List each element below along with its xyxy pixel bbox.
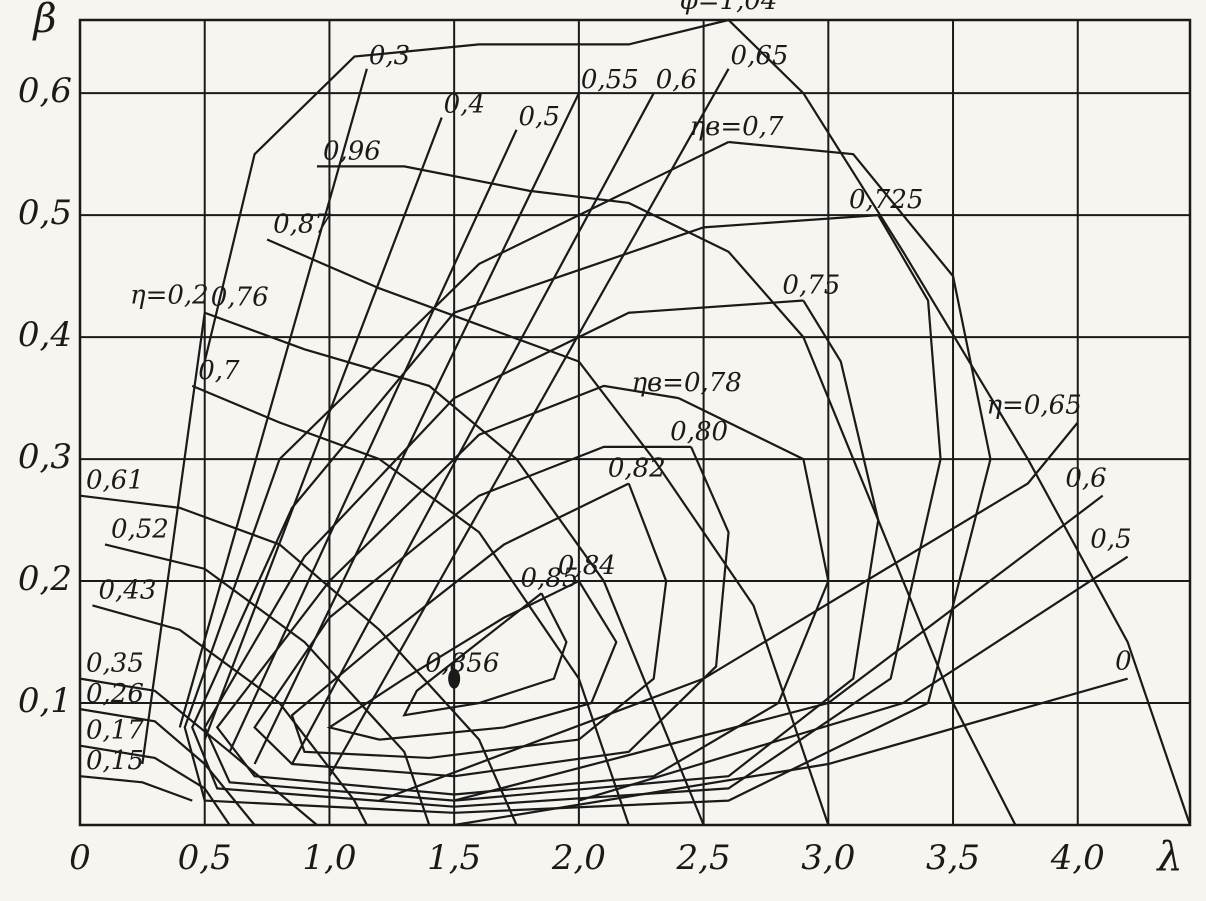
y-axis-label: β bbox=[31, 0, 56, 42]
contour-label: 0,80 bbox=[670, 417, 728, 447]
contour-label: 0,6 bbox=[656, 65, 697, 95]
contour-label: ηв=0,7 bbox=[690, 112, 784, 142]
contour-label: 0,35 bbox=[86, 649, 144, 679]
contour-label: 0,82 bbox=[608, 453, 666, 483]
x-tick-label: 3,5 bbox=[926, 838, 980, 878]
pressure-curve bbox=[80, 776, 192, 800]
contour-label: 0,26 bbox=[86, 679, 144, 709]
contour-label: 0,3 bbox=[369, 41, 410, 71]
flow-line bbox=[180, 69, 367, 728]
efficiency-contour bbox=[292, 483, 666, 757]
contour-label: 0 bbox=[1115, 647, 1132, 677]
contour-label: 0,17 bbox=[86, 716, 144, 746]
x-tick-label: 0,5 bbox=[178, 838, 232, 878]
contour-label: 0,15 bbox=[86, 746, 144, 776]
contour-label: φ=1,04 bbox=[680, 0, 778, 16]
y-tick-label: 0,2 bbox=[18, 559, 72, 599]
efficiency-contour bbox=[255, 447, 729, 776]
contour-label: 0,5 bbox=[1090, 525, 1131, 555]
x-tick-label: 1,0 bbox=[302, 838, 356, 878]
contour-label: 0,4 bbox=[444, 90, 485, 120]
contour-label: 0,65 bbox=[731, 41, 789, 71]
contour-label: 0,725 bbox=[849, 185, 923, 215]
y-tick-label: 0,4 bbox=[18, 315, 72, 355]
contour-label: 0,75 bbox=[782, 271, 840, 301]
contour-label: 0,5 bbox=[519, 102, 560, 132]
y-tick-label: 0,6 bbox=[18, 71, 72, 111]
x-tick-label: 2,0 bbox=[551, 838, 606, 878]
x-tick-label: 4,0 bbox=[1050, 838, 1105, 878]
x-tick-label: 3,0 bbox=[801, 838, 855, 878]
y-tick-label: 0,5 bbox=[18, 193, 72, 233]
contour-label: ηв=0,78 bbox=[631, 368, 741, 398]
contour-label: 0,856 bbox=[425, 649, 499, 679]
y-tick-label: 0,1 bbox=[18, 681, 72, 721]
x-tick-label: 0 bbox=[69, 838, 91, 878]
x-axis-label: λ bbox=[1155, 834, 1182, 880]
chart: λ β 0 0,5 1,0 1,5 2,0 2,5 3,0 3,5 4,0 0,1 0,2 0,3 0,… bbox=[0, 0, 1206, 897]
flow-line bbox=[255, 93, 579, 764]
contour-label: 0,43 bbox=[98, 575, 156, 605]
contour-label: 0,55 bbox=[581, 65, 639, 95]
contour-label: 0,61 bbox=[86, 466, 144, 496]
contour-label: 0,6 bbox=[1065, 464, 1106, 494]
power-line bbox=[454, 679, 1127, 825]
contour-label: 0,52 bbox=[111, 514, 169, 544]
y-tick-label: 0,3 bbox=[18, 437, 72, 477]
contour-label: 0,96 bbox=[323, 136, 381, 166]
flow-line bbox=[329, 69, 728, 776]
x-tick-label: 2,5 bbox=[676, 838, 731, 878]
x-tick-label: 1,5 bbox=[427, 838, 481, 878]
contour-label: η=0,2 bbox=[130, 281, 209, 311]
efficiency-contour bbox=[205, 301, 878, 801]
